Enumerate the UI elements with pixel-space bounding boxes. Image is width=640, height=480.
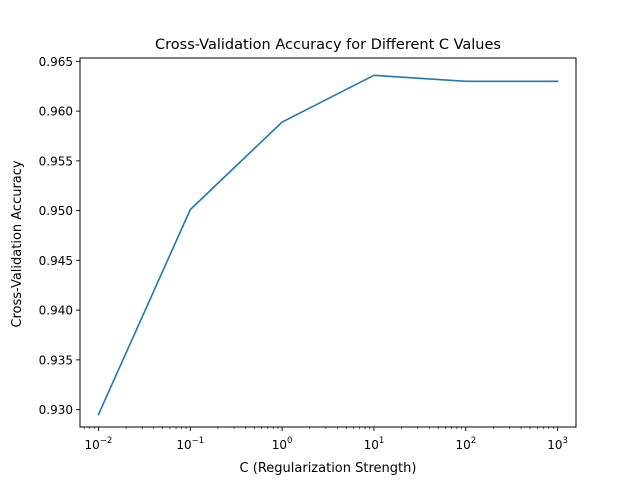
y-tick-label: 0.945 (39, 254, 73, 268)
y-tick-label: 0.940 (39, 304, 73, 318)
y-tick-label: 0.935 (39, 353, 73, 367)
x-tick-label: 101 (364, 436, 385, 452)
y-tick-label: 0.955 (39, 154, 73, 168)
y-tick-label: 0.930 (39, 403, 73, 417)
y-axis-ticks: 0.930 0.935 0.940 0.945 0.950 0.955 0.960 0.965 (39, 55, 80, 417)
x-tick-label: 10−2 (85, 436, 113, 452)
x-tick-label: 102 (455, 436, 476, 452)
x-axis-label: C (Regularization Strength) (240, 461, 417, 476)
series-line-0 (97, 74, 559, 416)
y-axis-label: Cross-Validation Accuracy (10, 160, 25, 328)
x-tick-label: 100 (272, 436, 293, 452)
x-axis-ticks: 10−2 10−1 100 101 102 103 (83, 427, 568, 452)
series-layer (97, 74, 559, 416)
y-tick-label: 0.965 (39, 55, 73, 69)
x-tick-label: 10−1 (176, 436, 204, 452)
plot-area-frame (79, 57, 577, 428)
chart-title: Cross-Validation Accuracy for Different … (155, 37, 501, 53)
x-tick-label: 103 (547, 436, 568, 452)
y-tick-label: 0.960 (39, 105, 73, 119)
y-tick-label: 0.950 (39, 204, 73, 218)
